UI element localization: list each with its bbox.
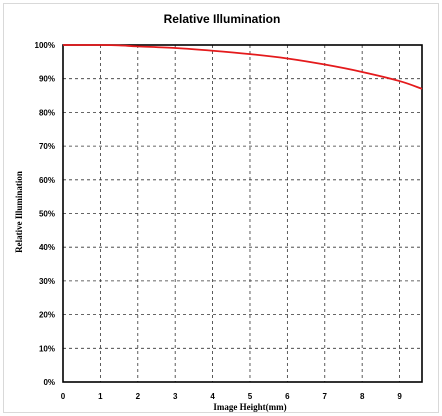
y-tick-label: 20% [39,311,55,320]
x-tick-labels: 0 1 2 3 4 5 6 7 8 9 [61,392,403,401]
plot-area-border [62,44,423,383]
x-tick-label: 5 [248,392,253,401]
x-tick-label: 1 [98,392,103,401]
x-tick-label: 3 [173,392,178,401]
chart-frame [3,3,439,413]
y-tick-label: 60% [39,176,55,185]
x-axis-label: Image Height(mm) [213,402,286,412]
y-tick-label: 90% [39,75,55,84]
x-tick-label: 8 [360,392,365,401]
x-tick-label: 2 [136,392,141,401]
x-tick-label: 7 [323,392,328,401]
y-tick-label: 70% [39,142,55,151]
y-tick-label: 10% [39,344,55,353]
y-tick-label: 100% [35,41,55,50]
x-tick-label: 9 [397,392,402,401]
x-tick-label: 4 [210,392,215,401]
chart-title: Relative Illumination [164,12,281,26]
y-tick-label: 0% [43,378,55,387]
x-tick-label: 0 [61,392,66,401]
grid [63,45,422,382]
illumination-curve [62,44,423,90]
y-tick-label: 30% [39,277,55,286]
y-axis-label: Relative Illumination [14,171,24,253]
y-tick-label: 50% [39,210,55,219]
x-tick-label: 6 [285,392,290,401]
y-tick-label: 40% [39,243,55,252]
y-tick-label: 80% [39,108,55,117]
y-tick-labels: 0% 10% 20% 30% 40% 50% 60% 70% 80% 90% 100% [35,41,55,387]
